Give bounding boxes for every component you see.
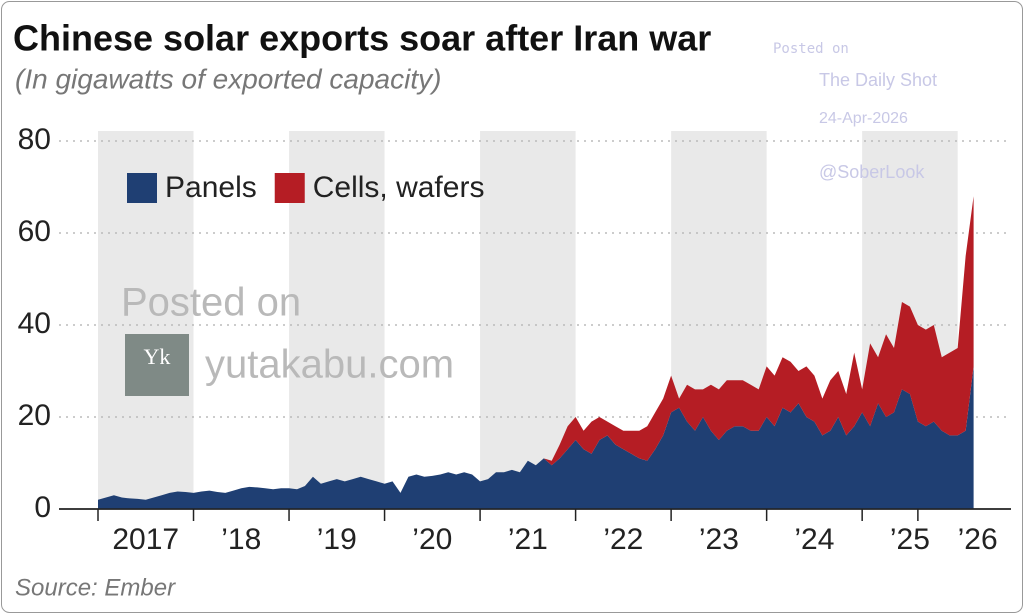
area: [98, 196, 974, 500]
x-tick-label: ’18: [221, 523, 261, 556]
y-tick-label: 80: [18, 123, 51, 156]
x-tick-label: ’23: [699, 523, 739, 556]
legend-swatch: [274, 173, 305, 203]
x-tick-label: ’20: [412, 523, 452, 556]
x-tick-label: ’25: [890, 523, 930, 556]
x-tick-label: ’22: [603, 523, 643, 556]
y-tick-label: 60: [18, 215, 51, 248]
legend-label: Panels: [165, 171, 257, 204]
x-tick-label: ’19: [317, 523, 357, 556]
watermark: Posted on: [121, 281, 301, 325]
chart-title: Chinese solar exports soar after Iran wa…: [13, 18, 711, 59]
logo: [125, 334, 189, 396]
x-tick-label: ’24: [794, 523, 834, 556]
watermark: yutakabu.com: [205, 343, 454, 387]
year-band: [289, 131, 385, 509]
x-tick-label: ’26: [958, 523, 998, 556]
watermark: 24-Apr-2026: [819, 110, 908, 127]
logo-mark: Yk: [144, 344, 171, 369]
legend-swatch: [127, 173, 157, 203]
chart-subtitle: (In gigawatts of exported capacity): [15, 63, 441, 94]
watermark: Posted on: [773, 41, 849, 57]
legend-label: Cells, wafers: [313, 171, 485, 204]
y-tick-label: 20: [18, 399, 51, 432]
source: Source: Ember: [15, 574, 176, 601]
x-tick-label: ’21: [508, 523, 548, 556]
watermark: The Daily Shot: [819, 70, 937, 90]
y-tick-label: 0: [34, 491, 51, 524]
y-tick-label: 40: [18, 307, 51, 340]
area: [98, 366, 974, 509]
watermark: @SoberLook: [819, 162, 925, 182]
x-tick-label: 2017: [112, 523, 179, 556]
